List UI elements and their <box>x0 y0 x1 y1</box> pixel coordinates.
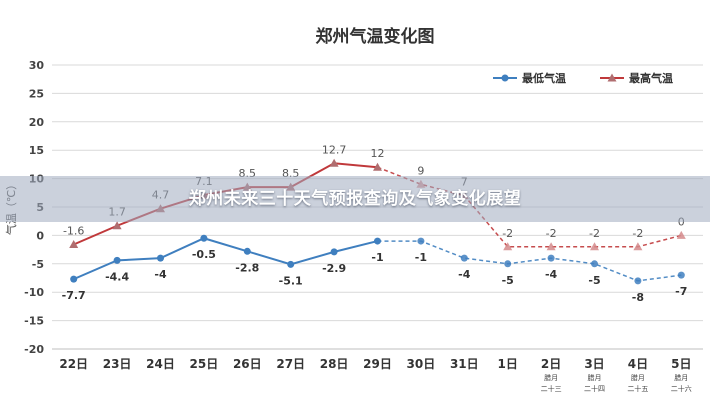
data-label: -2 <box>589 227 600 240</box>
chart-title: 郑州气温变化图 <box>316 26 435 47</box>
y-tick-label: 25 <box>29 87 44 100</box>
data-point-low <box>287 260 295 268</box>
data-point-low <box>200 234 208 242</box>
data-label: -2.9 <box>322 262 346 275</box>
data-label: -5.1 <box>279 274 303 287</box>
data-point-high <box>69 239 79 248</box>
data-label: -1 <box>415 251 427 264</box>
data-label: -7.7 <box>62 289 86 302</box>
data-point-low <box>677 271 685 279</box>
data-label: -8 <box>632 291 644 304</box>
data-point-low <box>330 248 338 256</box>
x-sub-label: 二十四 <box>584 384 605 393</box>
data-label: -0.5 <box>192 248 216 261</box>
x-tick-label: 2日 <box>541 357 561 371</box>
x-tick-label: 29日 <box>363 357 392 371</box>
y-tick-label: -20 <box>24 343 44 356</box>
x-sub-label: 腊月 <box>544 374 558 382</box>
data-point-high <box>503 242 513 251</box>
data-label: 9 <box>417 164 424 177</box>
x-sub-label: 二十六 <box>671 384 692 393</box>
data-label: -2.8 <box>235 261 259 274</box>
data-label: 12.7 <box>322 143 347 156</box>
data-label: -4.4 <box>105 270 129 283</box>
data-point-low <box>504 260 512 268</box>
data-point-high <box>633 242 643 251</box>
y-tick-label: 30 <box>29 59 45 72</box>
data-point-low <box>547 254 555 262</box>
x-tick-label: 26日 <box>233 357 262 371</box>
legend-marker <box>607 73 617 82</box>
series-line-solid <box>73 237 378 281</box>
y-tick-label: -10 <box>24 286 44 299</box>
overlay-banner <box>0 176 710 222</box>
y-tick-label: 20 <box>29 116 45 129</box>
x-sub-label: 腊月 <box>588 374 602 382</box>
x-tick-label: 22日 <box>59 357 88 371</box>
data-point-low <box>113 256 121 264</box>
legend-label: 最高气温 <box>629 71 673 85</box>
x-tick-label: 23日 <box>103 357 132 371</box>
x-tick-label: 1日 <box>498 357 518 371</box>
data-point-high <box>590 242 599 251</box>
x-tick-label: 25日 <box>190 357 219 371</box>
data-point-high <box>676 230 686 239</box>
data-label: -4 <box>545 268 558 281</box>
y-tick-label: -15 <box>24 315 44 328</box>
data-label: -4 <box>458 268 471 281</box>
x-tick-label: 4日 <box>628 357 648 371</box>
data-label: -2 <box>546 227 557 240</box>
data-point-low <box>417 237 425 245</box>
x-sub-label: 二十五 <box>627 384 648 393</box>
data-label: -1 <box>371 251 383 264</box>
data-label: -1.6 <box>63 224 84 237</box>
data-point-low <box>243 247 251 255</box>
y-tick-label: -5 <box>32 258 44 271</box>
x-sub-label: 腊月 <box>674 374 688 382</box>
data-label: -2 <box>502 227 513 240</box>
legend-label: 最低气温 <box>522 71 566 85</box>
x-tick-label: 28日 <box>320 357 349 371</box>
data-point-high <box>329 158 339 167</box>
x-tick-label: 3日 <box>584 357 604 371</box>
x-sub-label: 二十三 <box>541 384 562 393</box>
legend-marker <box>501 74 509 82</box>
x-tick-label: 24日 <box>146 357 175 371</box>
x-tick-label: 30日 <box>407 357 436 371</box>
data-point-low <box>70 275 78 283</box>
data-label: 12 <box>371 147 385 160</box>
data-point-high <box>112 221 122 230</box>
x-tick-label: 31日 <box>450 357 479 371</box>
x-tick-label: 27日 <box>276 357 305 371</box>
data-point-low <box>634 277 642 285</box>
data-point-high <box>546 242 556 251</box>
data-point-high <box>373 162 382 171</box>
data-point-low <box>460 254 468 262</box>
series-line-dashed <box>377 240 682 282</box>
data-label: -5 <box>588 274 600 287</box>
y-tick-label: 0 <box>36 229 44 242</box>
data-label: -2 <box>632 227 643 240</box>
data-point-low <box>157 254 164 262</box>
data-label: -5 <box>502 274 514 287</box>
data-label: -4 <box>154 268 167 281</box>
x-sub-label: 腊月 <box>631 374 645 382</box>
x-tick-label: 5日 <box>671 357 691 371</box>
data-label: -7 <box>675 285 687 298</box>
data-point-low <box>591 260 598 268</box>
y-tick-label: 15 <box>29 144 44 157</box>
series-line-dashed <box>377 166 682 248</box>
overlay-banner-text: 郑州未来三十天气预报查询及气象变化展望 <box>188 189 522 209</box>
data-point-low <box>374 237 381 245</box>
